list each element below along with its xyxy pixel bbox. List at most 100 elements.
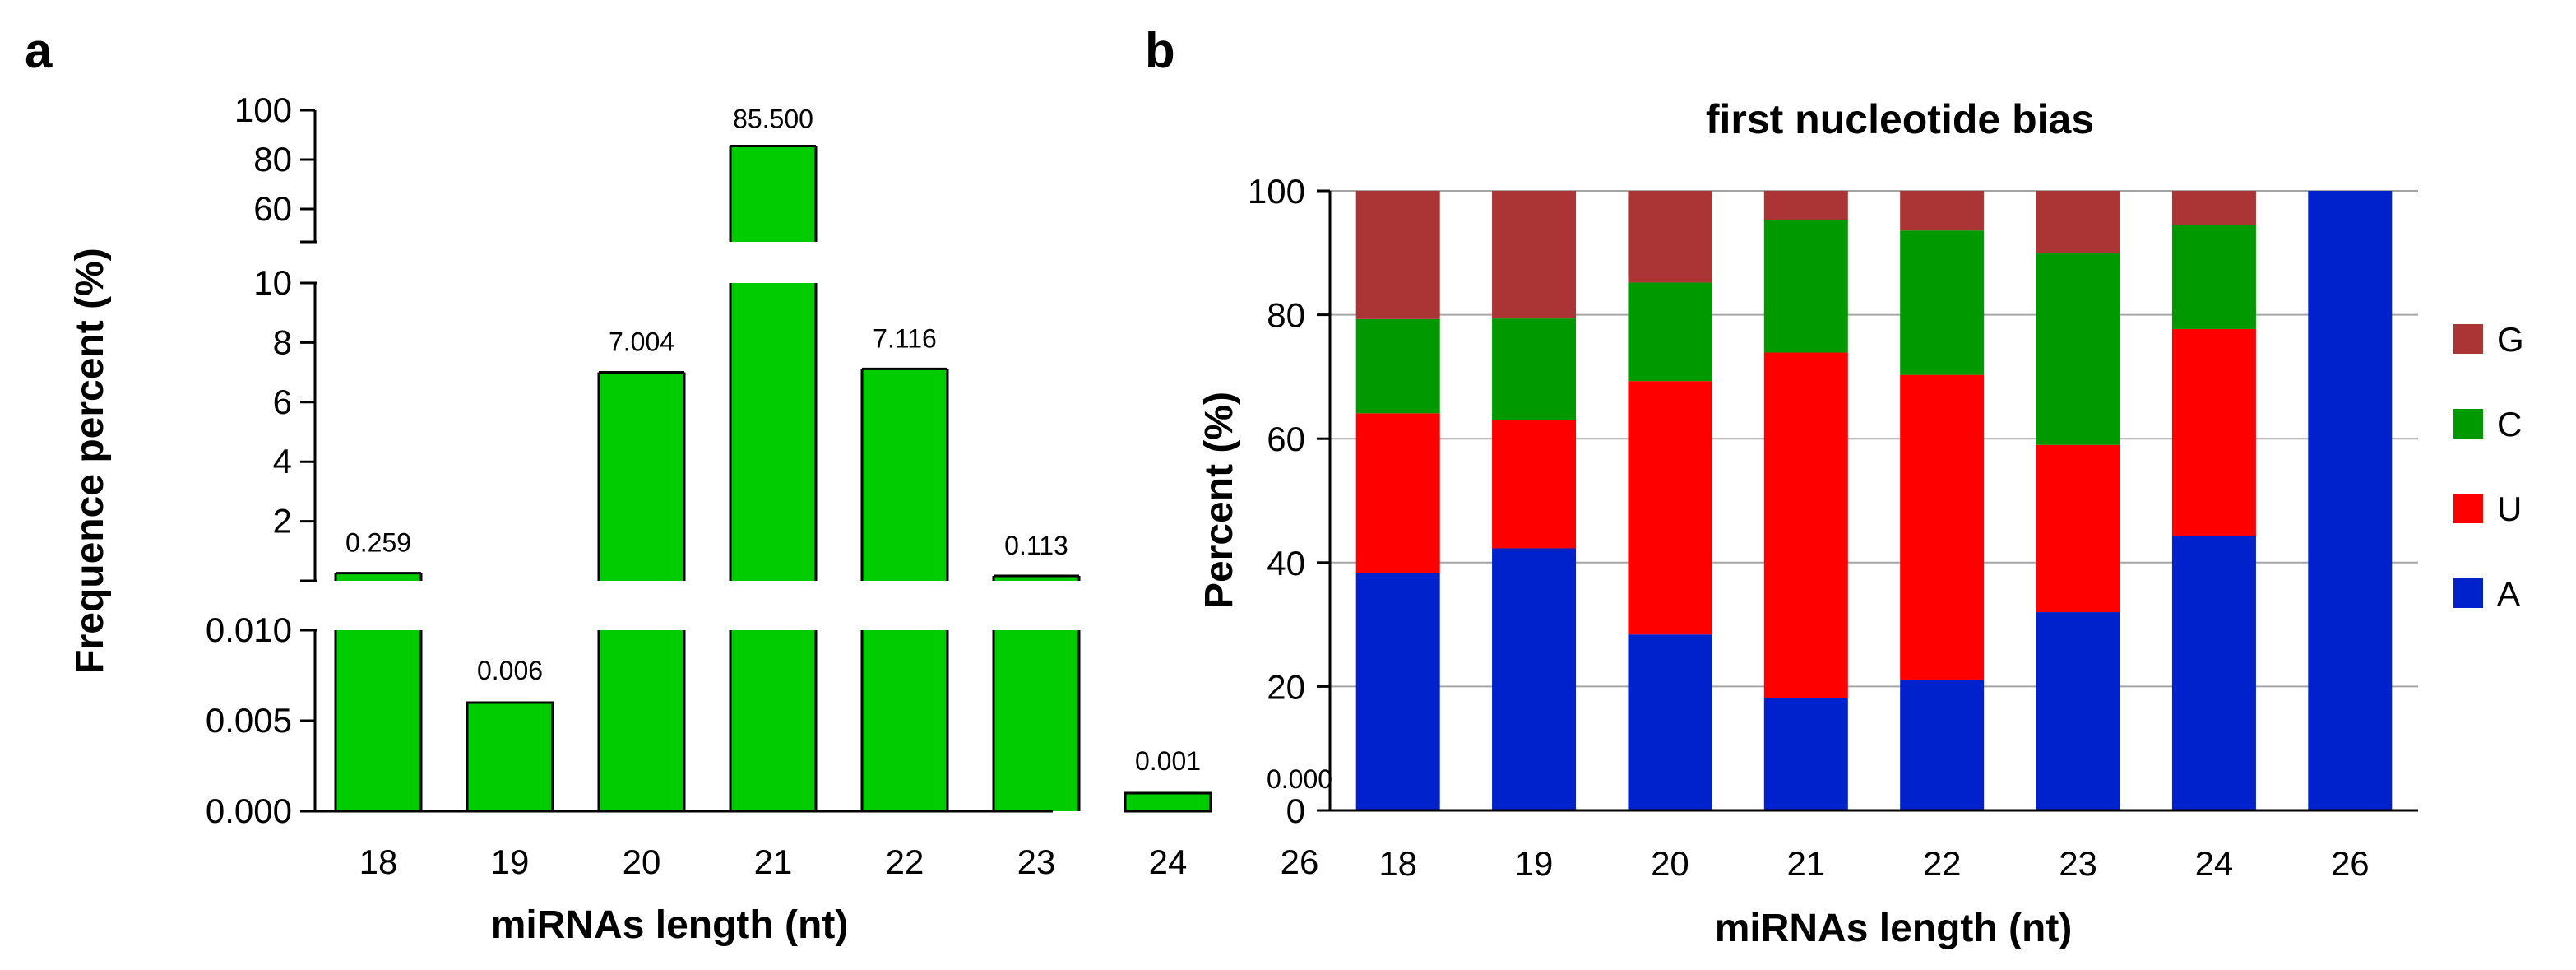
chart-b-bar-segment-C: [1355, 318, 1440, 414]
chart-a-data-label: 0.001: [1135, 746, 1201, 776]
chart-a-data-label: 0.006: [477, 656, 543, 685]
chart-b-bar-segment-C: [1763, 220, 1848, 353]
chart-a-y-tick-label: 100: [234, 91, 292, 129]
chart-a-bar: [730, 283, 816, 581]
chart-b-bar-segment-C: [1900, 230, 1985, 375]
chart-b-x-tick-label: 26: [2331, 844, 2370, 883]
chart-b-y-tick-label: 80: [1267, 296, 1305, 335]
chart-a-data-label: 7.004: [609, 327, 674, 356]
chart-b-legend-label-G: G: [2497, 320, 2524, 359]
chart-a: 0.259 0.006 7.004 85.500 7.116 0.113 0.001 0.00…: [68, 91, 1332, 947]
chart-a-x-tick-label: 23: [1017, 842, 1056, 881]
chart-a-y-tick-label: 10: [253, 263, 292, 302]
chart-a-data-label: 0.000: [1267, 764, 1332, 794]
chart-b-legend: G C U A: [2453, 320, 2524, 613]
chart-a-y-tick-label: 80: [253, 140, 292, 179]
chart-a-x-tick-label: 18: [359, 842, 398, 881]
chart-b-bar-segment-C: [2171, 225, 2256, 329]
chart-a-y-tick-label: 8: [273, 323, 292, 361]
chart-b-y-tick-label: 0: [1286, 791, 1305, 830]
chart-b-title: first nucleotide bias: [1706, 96, 2094, 142]
chart-b-x-tick-label: 21: [1786, 844, 1825, 883]
chart-a-data-label: 0.113: [1004, 531, 1068, 560]
chart-a-x-tick-label: 20: [623, 842, 661, 881]
chart-a-x-tick-label: 24: [1149, 842, 1188, 881]
chart-b-bar-segment-G: [2036, 191, 2120, 254]
chart-b-bar-segment-U: [1492, 420, 1577, 549]
chart-b-x-tick-label: 18: [1378, 844, 1417, 883]
chart-a-bar: [336, 573, 421, 581]
chart-b-legend-swatch-G: [2453, 324, 2483, 354]
chart-a-bar: [730, 630, 816, 811]
chart-b-axis: 0 20 40 60 80 100 18 19 20 21 22 23 24 26: [1248, 172, 2418, 883]
chart-a-x-tick-label: 22: [886, 842, 924, 881]
chart-b-bars: [1355, 191, 2393, 810]
chart-b-bar-segment-C: [1628, 282, 1712, 382]
chart-a-bars: 0.259 0.006 7.004 85.500 7.116 0.113 0.001 0.00…: [334, 104, 1332, 813]
chart-a-data-label: 7.116: [873, 323, 937, 353]
chart-a-bar: [1124, 791, 1212, 813]
chart-b-legend-label-A: A: [2497, 574, 2520, 613]
chart-b-bar-segment-G: [1763, 191, 1848, 220]
chart-a-ylabel: Frequence percent (%): [68, 248, 112, 673]
chart-a-bar: [466, 701, 554, 813]
chart-a-y-tick-label: 60: [253, 189, 292, 228]
chart-b-x-tick-label: 20: [1651, 844, 1689, 883]
chart-b-bar-segment-U: [1628, 381, 1712, 635]
chart-b-bar-segment-C: [1492, 318, 1577, 420]
chart-b-bar-segment-G: [1492, 191, 1577, 319]
chart-a-bar: [862, 630, 947, 811]
chart-b-bar-segment-G: [2171, 191, 2256, 225]
chart-a-bar: [994, 630, 1079, 811]
chart-a-bar: [336, 630, 421, 811]
chart-b-bar-segment-G: [1355, 191, 1440, 319]
chart-a-y-tick-label: 6: [273, 383, 292, 421]
chart-b-bar-segment-A: [1355, 573, 1440, 810]
chart-a-bar: [730, 146, 816, 242]
chart-a-data-label: 0.259: [345, 528, 411, 558]
chart-b-bar-segment-A: [2036, 612, 2120, 810]
chart-a-y-tick-label: 0.010: [206, 610, 292, 649]
chart-b-legend-swatch-C: [2453, 409, 2483, 439]
chart-a-bar: [599, 372, 684, 581]
chart-b-legend-swatch-A: [2453, 578, 2483, 608]
chart-b-bar-segment-U: [1900, 374, 1985, 680]
chart-b-bar-segment-U: [2171, 328, 2256, 536]
chart-a-x-tick-label: 21: [754, 842, 793, 881]
chart-b-y-tick-label: 40: [1267, 544, 1305, 582]
chart-b-legend-swatch-U: [2453, 494, 2483, 523]
chart-b-bar-segment-G: [1900, 191, 1985, 231]
chart-b-bar-segment-A: [1763, 698, 1848, 810]
chart-b-bar-segment-A: [1492, 548, 1577, 810]
chart-a-xlabel: miRNAs length (nt): [491, 903, 849, 947]
chart-b-x-tick-label: 22: [1923, 844, 1962, 883]
chart-b-bar-segment-G: [1628, 191, 1712, 283]
chart-b-bar-segment-U: [2036, 444, 2120, 613]
panel-b-letter: b: [1145, 23, 1175, 78]
chart-b-x-tick-label: 24: [2195, 844, 2234, 883]
chart-b-bar-segment-A: [1900, 680, 1985, 810]
chart-b-ylabel: Percent (%): [1198, 392, 1241, 609]
chart-b-bar-segment-C: [2036, 253, 2120, 445]
chart-b-x-tick-label: 23: [2059, 844, 2097, 883]
chart-b-bar-segment-U: [1763, 352, 1848, 698]
chart-a-y-tick-label: 4: [273, 442, 292, 480]
chart-b-bar-segment-U: [1355, 413, 1440, 573]
chart-b-legend-label-C: C: [2497, 405, 2522, 443]
chart-a-y-tick-label: 0.005: [206, 701, 292, 740]
panel-a-letter: a: [25, 23, 53, 78]
chart-a-bar: [994, 576, 1079, 581]
chart-a-data-label: 85.500: [733, 104, 813, 134]
chart-a-bar: [862, 369, 947, 581]
chart-b: first nucleotide bias 0 20 40 60 80 100 18 19 20…: [1198, 96, 2524, 950]
chart-b-x-tick-label: 19: [1515, 844, 1554, 883]
chart-b-bar-segment-A: [2171, 536, 2256, 810]
chart-a-x-tick-label: 26: [1281, 842, 1319, 881]
chart-b-y-tick-label: 20: [1267, 667, 1305, 706]
chart-b-xlabel: miRNAs length (nt): [1715, 907, 2073, 950]
chart-b-y-tick-label: 60: [1267, 420, 1305, 458]
chart-a-y-tick-label: 2: [273, 502, 292, 541]
chart-a-x-tick-label: 19: [491, 842, 530, 881]
